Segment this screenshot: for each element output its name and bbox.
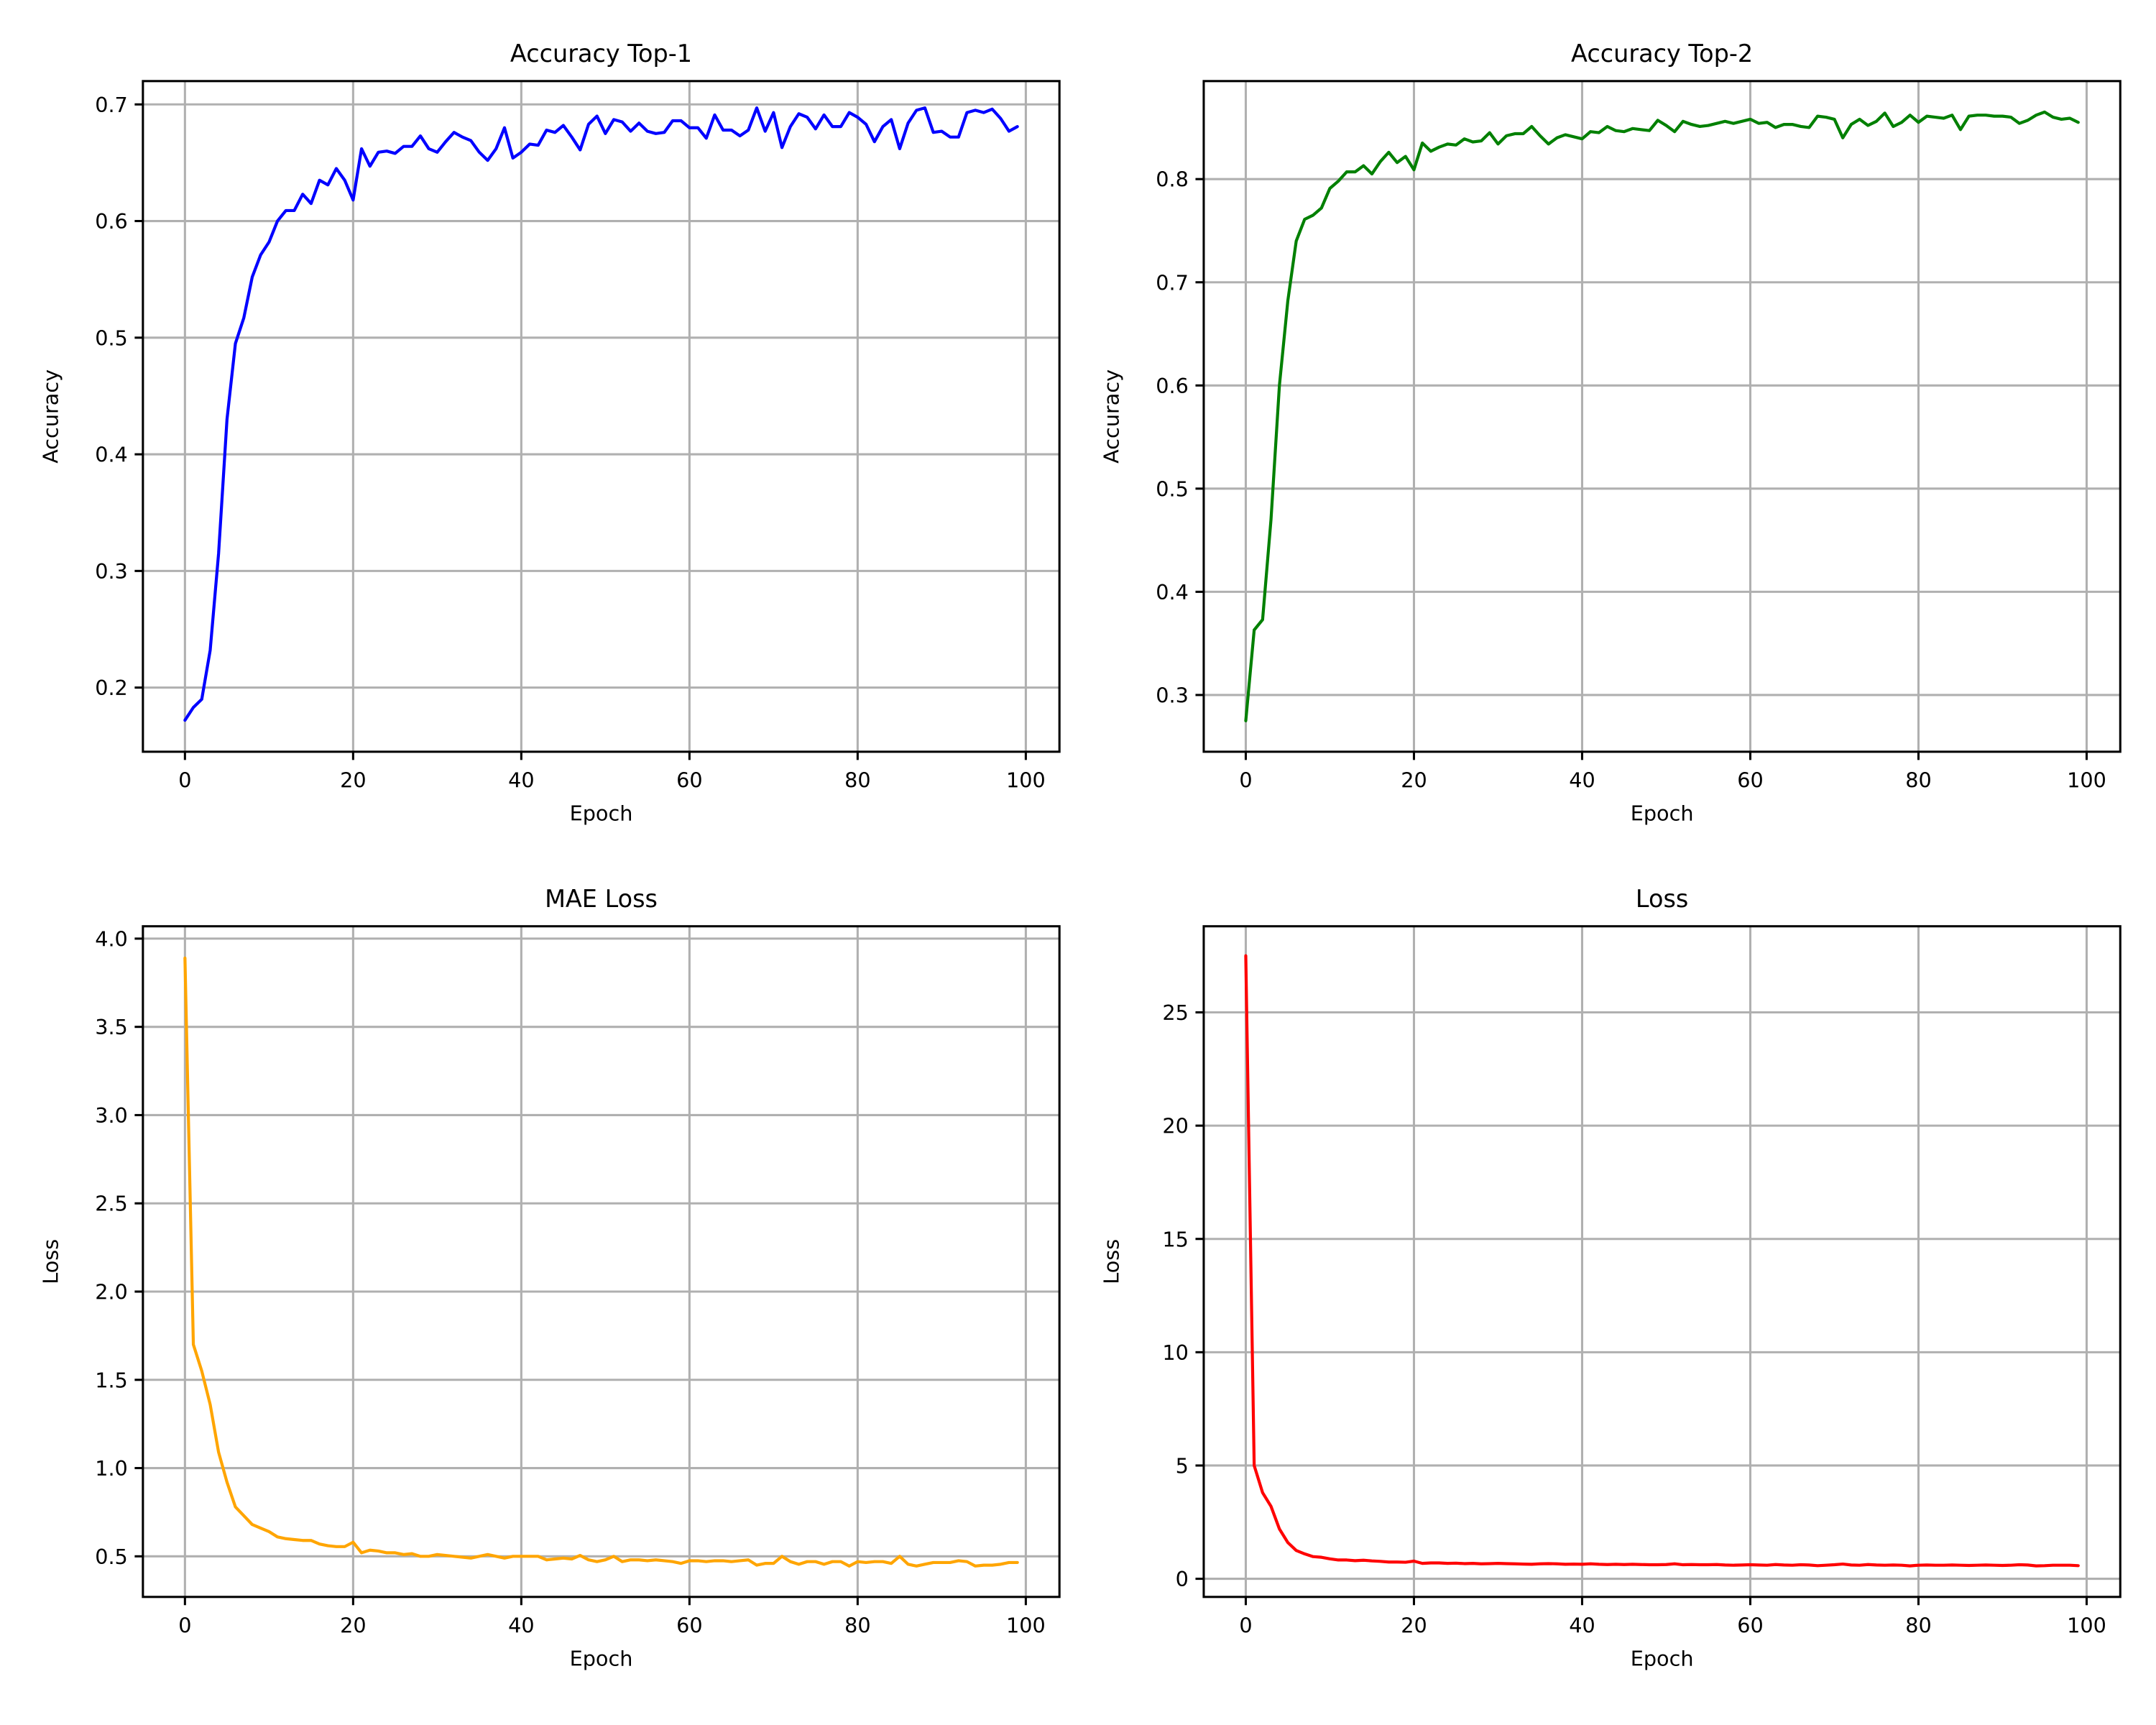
series-line	[183, 956, 1019, 1568]
y-tick-label: 0.8	[1156, 167, 1189, 192]
y-tick-label: 20	[1162, 1114, 1188, 1138]
x-tick-label: 100	[2067, 768, 2106, 793]
subplot-top-2-accuracy: Accuracy Top-2 Epoch Accuracy 0 20 40 60 80 1…	[1099, 40, 2122, 825]
y-tick-label: 0.4	[1156, 580, 1189, 604]
y-axis-label: Accuracy	[1099, 369, 1123, 464]
y-tick-label: 1.0	[95, 1456, 128, 1481]
y-tick-label: 4.0	[95, 926, 128, 951]
x-tick-label: 0	[178, 768, 191, 793]
grid	[1203, 80, 2121, 752]
y-tick-label: 0.3	[95, 559, 128, 584]
y-tick-label: 1.5	[95, 1368, 128, 1392]
y-tick-label: 15	[1162, 1227, 1188, 1251]
y-tick-label: 0.7	[95, 93, 128, 117]
y-tick-label: 0.6	[1156, 374, 1189, 398]
x-axis-label: Epoch	[1631, 1646, 1694, 1670]
x-tick-label: 100	[1006, 1614, 1046, 1638]
axes-frame	[142, 925, 1061, 1598]
x-axis-label: Epoch	[570, 801, 633, 825]
y-tick-label: 3.5	[95, 1015, 128, 1039]
subplot-title: Loss	[1636, 885, 1688, 913]
x-tick-label: 100	[2067, 1614, 2106, 1638]
x-tick-label: 0	[178, 1614, 191, 1638]
x-tick-label: 60	[1737, 768, 1763, 793]
y-tick-label: 0.3	[1156, 683, 1189, 707]
x-tick-label: 40	[1569, 1614, 1595, 1638]
y-tick-label: 2.0	[95, 1280, 128, 1305]
y-axis-label: Loss	[38, 1239, 63, 1284]
x-tick-label: 80	[844, 1614, 870, 1638]
y-tick-label: 3.0	[95, 1103, 128, 1128]
y-tick-label: 0.2	[95, 676, 128, 700]
grid	[142, 80, 1060, 752]
x-tick-label: 80	[844, 768, 870, 793]
y-tick-label: 0.5	[95, 1545, 128, 1569]
axes-frame	[1202, 80, 2122, 753]
x-tick-label: 60	[1737, 1614, 1763, 1638]
x-tick-label: 20	[340, 1614, 366, 1638]
x-tick-label: 0	[1239, 1614, 1252, 1638]
series-line	[1244, 954, 2080, 1568]
y-tick-label: 10	[1162, 1340, 1188, 1365]
x-tick-label: 80	[1905, 768, 1931, 793]
x-axis-label: Epoch	[570, 1646, 633, 1670]
x-tick-label: 40	[508, 1614, 534, 1638]
x-tick-label: 40	[508, 768, 534, 793]
grid	[142, 926, 1060, 1597]
x-tick-label: 40	[1569, 768, 1595, 793]
subplot-title: MAE Loss	[545, 885, 658, 913]
x-tick-label: 100	[1006, 768, 1046, 793]
x-tick-label: 20	[340, 768, 366, 793]
y-axis-label: Accuracy	[38, 369, 63, 464]
y-tick-label: 2.5	[95, 1192, 128, 1216]
subplot-title: Accuracy Top-1	[510, 40, 692, 68]
x-tick-label: 80	[1905, 1614, 1931, 1638]
y-tick-label: 0.4	[95, 443, 128, 467]
subplot-title: Accuracy Top-2	[1571, 40, 1753, 68]
x-tick-label: 60	[676, 768, 702, 793]
y-tick-label: 25	[1162, 1000, 1188, 1025]
x-tick-label: 0	[1239, 768, 1252, 793]
subplot-mae-loss: MAE Loss Epoch Loss 0 20 40 60 80 100 0.5 1.0 1.…	[38, 885, 1061, 1670]
axes-frame	[142, 80, 1061, 753]
series-line	[1244, 110, 2080, 722]
x-axis-label: Epoch	[1631, 801, 1694, 825]
axes-frame	[1202, 925, 2122, 1598]
y-tick-label: 0.7	[1156, 270, 1189, 295]
y-tick-label: 0.5	[95, 326, 128, 350]
x-tick-label: 20	[1401, 1614, 1427, 1638]
subplot-loss: Loss Epoch Loss 0 20 40 60 80 100 0 5 10 15 20 25	[1099, 885, 2122, 1670]
subplot-top-1-accuracy: Accuracy Top-1 Epoch Accuracy 0 20 40 60 80 1…	[38, 40, 1061, 825]
y-tick-label: 5	[1176, 1453, 1189, 1478]
y-tick-label: 0.5	[1156, 477, 1189, 501]
y-axis-label: Loss	[1099, 1239, 1123, 1284]
x-tick-label: 20	[1401, 768, 1427, 793]
series-line	[183, 106, 1019, 722]
x-tick-label: 60	[676, 1614, 702, 1638]
y-tick-label: 0.6	[95, 209, 128, 234]
y-tick-label: 0	[1176, 1567, 1189, 1591]
